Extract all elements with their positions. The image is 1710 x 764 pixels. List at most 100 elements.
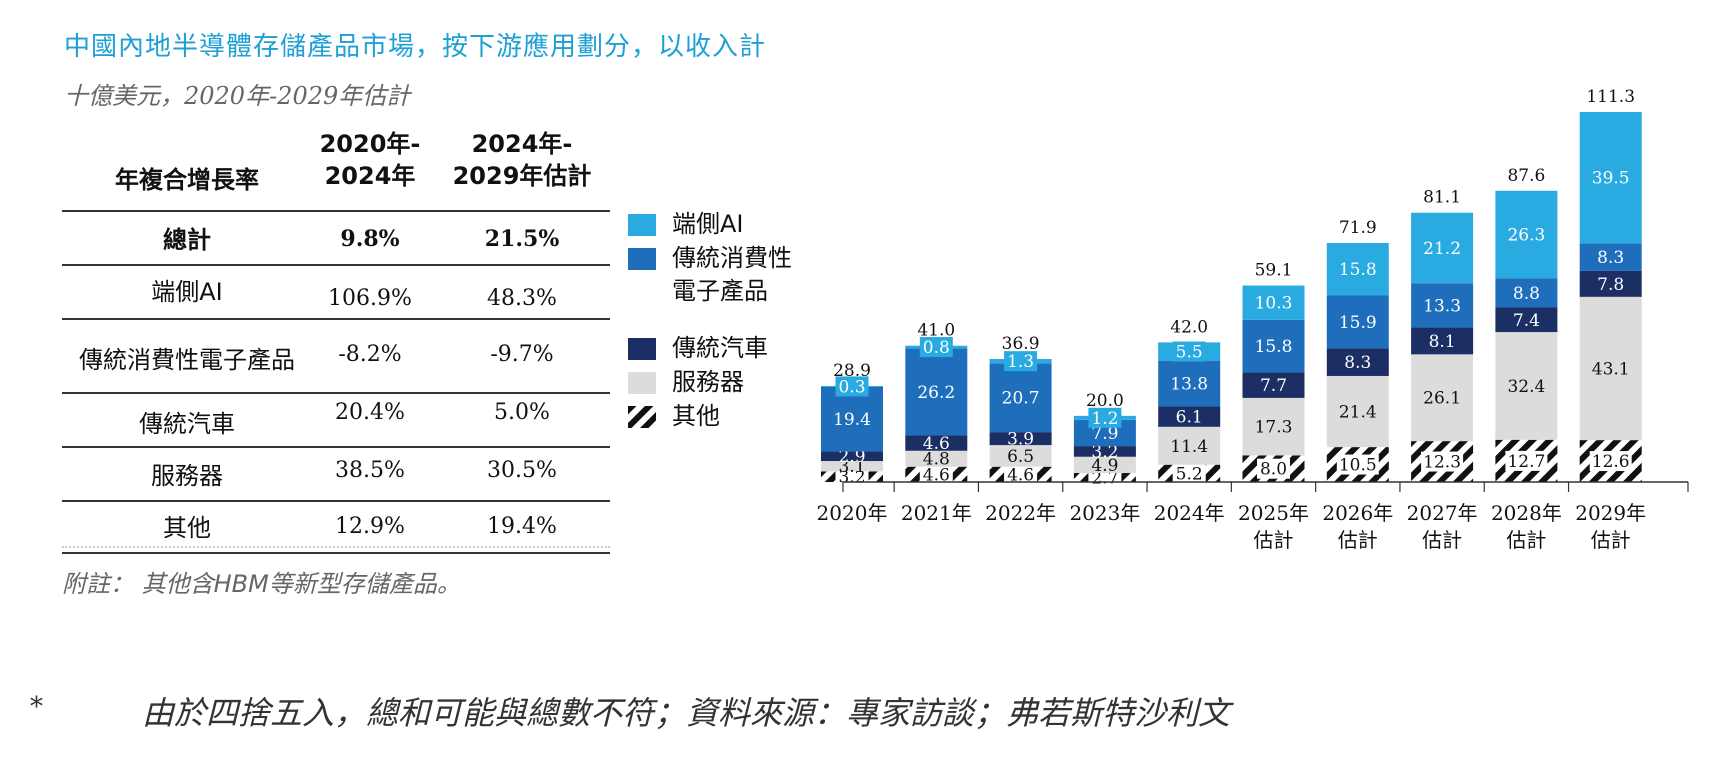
bar-segment — [989, 466, 1052, 482]
bar-segment — [1073, 456, 1136, 474]
bar-segment — [1495, 190, 1558, 279]
legend-label: 其他 — [672, 402, 720, 430]
header-period-2-line1: 2024年- — [471, 130, 573, 158]
data-label: 12.3 — [1423, 453, 1461, 473]
x-tick-label: 估計 — [1591, 528, 1631, 552]
bar-segment — [905, 450, 968, 467]
data-label: 21.2 — [1423, 239, 1461, 259]
bar-segment — [1242, 285, 1305, 320]
row-value-2024-2029: 48.3% — [487, 286, 557, 311]
bar-segment — [1158, 342, 1221, 361]
legend-swatch — [628, 338, 656, 360]
bar-segment — [1495, 278, 1558, 308]
data-label-bg — [1004, 464, 1038, 485]
table-divider — [62, 546, 610, 548]
data-label: 10.5 — [1339, 456, 1377, 476]
data-label: 26.1 — [1423, 389, 1461, 409]
data-label: 20.7 — [1002, 389, 1040, 409]
bar-segment — [1326, 242, 1389, 296]
cagr-table: 年複合增長率 2020年- 2024年 2024年- 2029年估計 總計 9.… — [62, 118, 610, 554]
total-label: 71.9 — [1339, 218, 1377, 238]
bar-segment — [1158, 360, 1221, 407]
bar-segment — [1242, 372, 1305, 398]
bar-segment — [1411, 327, 1474, 355]
data-label-bg — [919, 337, 953, 358]
data-label: 3.1 — [838, 457, 865, 477]
data-label: 4.6 — [1007, 465, 1034, 485]
data-label: 6.1 — [1176, 408, 1203, 428]
bar-segment — [821, 461, 883, 472]
legend-swatch — [628, 214, 656, 236]
data-label: 11.4 — [1170, 437, 1208, 457]
header-period-1: 2020年- 2024年 — [312, 128, 428, 192]
data-label: 7.4 — [1513, 311, 1540, 331]
data-label: 4.9 — [1091, 456, 1118, 476]
legend-label: 傳統消費性 — [672, 244, 792, 272]
x-tick-label: 估計 — [1338, 528, 1378, 552]
data-label: 1.3 — [1007, 352, 1034, 372]
data-label: 5.5 — [1176, 343, 1203, 363]
data-label: 7.9 — [1091, 424, 1118, 444]
x-tick-label: 2023年 — [1069, 501, 1140, 525]
data-label: 8.3 — [1344, 353, 1371, 373]
row-label: 傳統汽車 — [139, 410, 235, 438]
bar-segment — [1326, 295, 1389, 349]
table-note: 附註： 其他含HBM等新型存儲產品。 — [62, 570, 461, 598]
row-value-2024-2029: 5.0% — [494, 400, 550, 425]
bar-segment — [1495, 439, 1558, 482]
data-label-bg — [1172, 463, 1206, 484]
legend-swatch — [628, 372, 656, 394]
data-label-bg — [1336, 454, 1379, 475]
row-value-2020-2024: -8.2% — [338, 342, 402, 367]
bar-segment — [1411, 212, 1474, 284]
bar-segment — [1579, 243, 1642, 271]
data-label: 8.8 — [1513, 284, 1540, 304]
table-row-server: 服務器 38.5% 30.5% — [62, 446, 610, 500]
data-label: 12.7 — [1507, 452, 1545, 472]
data-label: 19.4 — [833, 410, 871, 430]
data-label: 13.3 — [1423, 296, 1461, 316]
row-label: 服務器 — [151, 462, 223, 490]
footnote: 由於四捨五入，總和可能與總數不符；資料來源：專家訪談；弗若斯特沙利文 — [142, 694, 1231, 732]
x-tick-label: 估計 — [1254, 528, 1294, 552]
x-tick-label: 估計 — [1506, 528, 1546, 552]
bar-segment — [1073, 419, 1136, 447]
bar-segment — [1411, 441, 1474, 482]
row-value-2020-2024: 12.9% — [335, 514, 405, 539]
data-label-bg — [1421, 451, 1464, 472]
data-label: 3.2 — [838, 468, 865, 488]
bar-segment — [1495, 332, 1558, 440]
data-label: 13.8 — [1170, 375, 1208, 395]
table-row-edge-ai: 端側AI 106.9% 48.3% — [62, 264, 610, 318]
data-label: 4.6 — [923, 465, 950, 485]
bar-segment — [1242, 397, 1305, 456]
row-value-2020-2024: 20.4% — [335, 400, 405, 425]
row-value-2020-2024: 9.8% — [340, 226, 400, 252]
header-period-2-line2: 2029年估計 — [452, 162, 592, 190]
total-label: 42.0 — [1170, 317, 1208, 337]
data-label: 15.9 — [1339, 313, 1377, 333]
data-label: 17.3 — [1255, 418, 1293, 438]
data-label: 0.8 — [923, 338, 950, 358]
bar-segment — [1326, 348, 1389, 376]
data-label: 5.2 — [1176, 464, 1203, 484]
data-label: 8.0 — [1260, 460, 1287, 480]
data-label: 21.4 — [1339, 403, 1377, 423]
bar-segment — [1579, 112, 1642, 244]
data-label: 39.5 — [1592, 169, 1630, 189]
x-tick-label: 2024年 — [1154, 501, 1225, 525]
data-label-bg — [1589, 451, 1632, 472]
footnote-marker: * — [30, 692, 43, 722]
data-label: 3.9 — [1007, 430, 1034, 450]
header-period-2: 2024年- 2029年估計 — [434, 128, 610, 192]
bar-segment — [989, 432, 1052, 446]
header-period-1-line2: 2024年 — [324, 162, 416, 190]
total-label: 81.1 — [1423, 188, 1461, 208]
x-tick-label: 2027年 — [1407, 501, 1478, 525]
bar-segment — [821, 471, 883, 482]
bar-segment — [1158, 464, 1221, 482]
bar-segment — [1579, 270, 1642, 297]
legend-label-line2: 電子產品 — [672, 277, 768, 305]
total-label: 36.9 — [1002, 334, 1040, 354]
row-label: 端側AI — [151, 278, 223, 306]
